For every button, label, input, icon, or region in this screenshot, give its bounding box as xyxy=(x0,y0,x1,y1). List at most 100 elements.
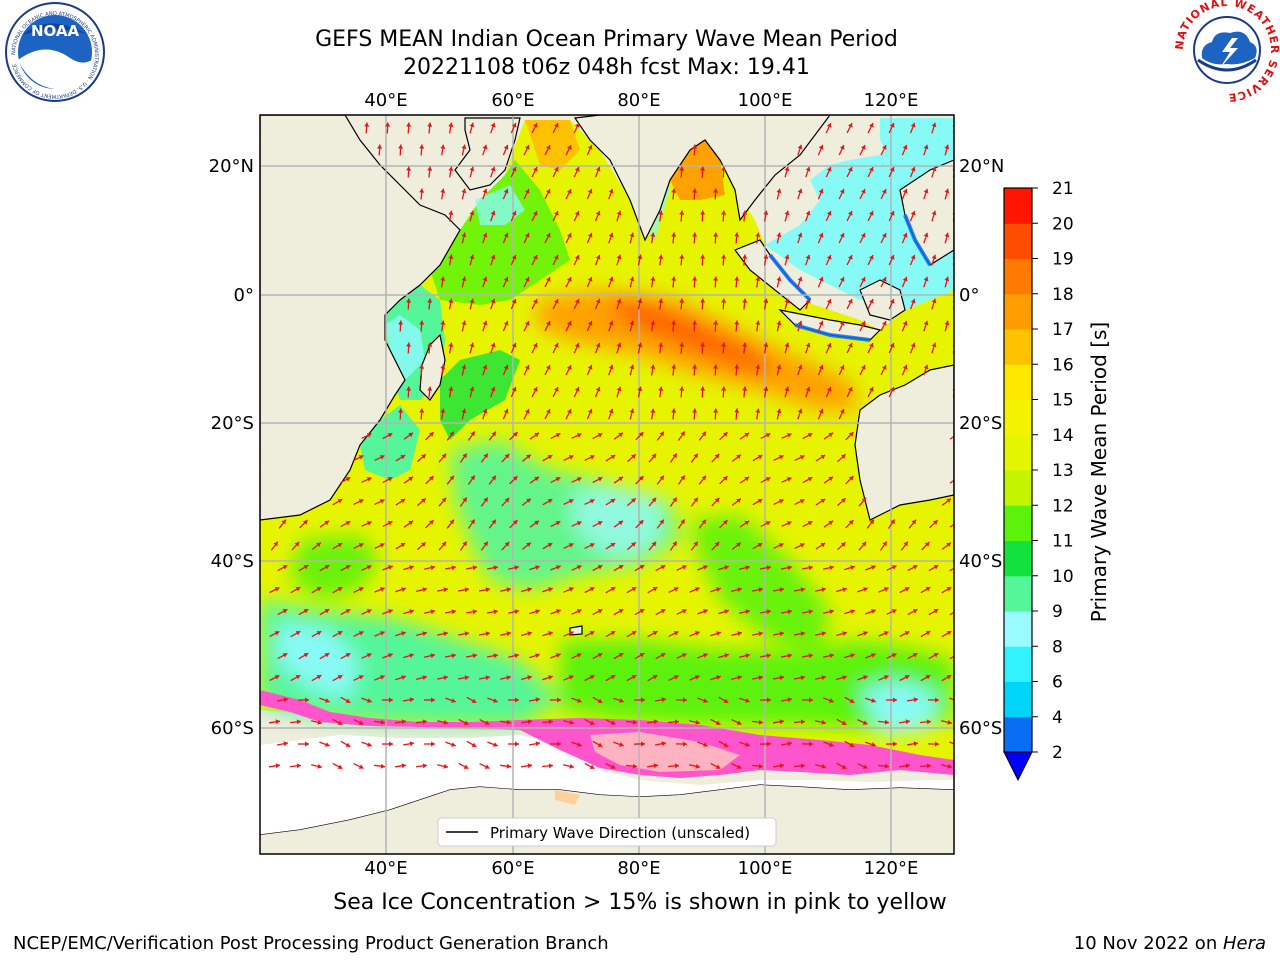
wave-arrow xyxy=(648,453,657,463)
wave-arrow xyxy=(760,520,771,528)
wave-arrow xyxy=(752,631,764,637)
wave-arrow xyxy=(382,565,393,571)
wave-arrow xyxy=(721,342,727,354)
wave-arrow xyxy=(573,298,580,310)
wave-arrow xyxy=(528,697,541,703)
wave-arrow xyxy=(802,432,813,440)
lon-bottom-80: 80°E xyxy=(617,858,660,879)
colorbar-tick-label: 8 xyxy=(1052,637,1063,657)
wave-arrow xyxy=(571,697,582,703)
wave-arrow xyxy=(781,521,792,527)
wave-arrow xyxy=(713,364,719,376)
wave-arrow xyxy=(382,609,393,615)
wave-arrow xyxy=(361,609,372,615)
wave-arrow xyxy=(461,232,467,244)
wave-arrow xyxy=(571,477,582,483)
wave-arrow xyxy=(626,763,638,769)
wave-arrow xyxy=(529,432,540,440)
wave-arrow xyxy=(482,276,488,288)
wave-arrow xyxy=(949,523,954,528)
wave-arrow xyxy=(586,144,593,156)
wave-arrow xyxy=(838,144,845,156)
wave-arrow xyxy=(482,188,488,200)
wave-arrow xyxy=(490,166,496,178)
wave-arrow xyxy=(374,675,385,681)
wave-arrow xyxy=(909,254,916,266)
wave-arrow xyxy=(907,608,918,616)
wave-arrow xyxy=(626,630,637,638)
wave-arrow xyxy=(888,122,895,134)
wave-arrow xyxy=(466,696,477,704)
wave-arrow xyxy=(427,342,433,354)
wave-arrow xyxy=(490,254,496,266)
wave-arrow xyxy=(669,541,678,551)
wave-arrow xyxy=(626,541,637,551)
wave-arrow xyxy=(552,298,559,310)
wave-arrow xyxy=(689,675,700,681)
lon-bottom-120: 120°E xyxy=(864,858,919,879)
wave-arrow xyxy=(594,386,601,398)
graticule xyxy=(260,115,954,854)
wave-arrow xyxy=(635,519,644,529)
wave-arrow xyxy=(531,342,538,354)
wave-arrow xyxy=(759,741,772,747)
wave-arrow xyxy=(332,630,343,638)
wave-arrow xyxy=(742,386,748,398)
wave-arrow xyxy=(319,564,330,572)
wave-arrow xyxy=(425,519,434,529)
wave-arrow xyxy=(941,674,952,682)
wave-arrow xyxy=(438,497,447,507)
wave-arrow xyxy=(920,586,931,594)
wave-arrow xyxy=(311,541,322,551)
colorbar-swatch xyxy=(1004,258,1032,295)
wave-arrow xyxy=(865,697,877,703)
wave-arrow xyxy=(844,653,855,659)
wave-arrow xyxy=(613,608,624,616)
wave-arrow xyxy=(880,276,887,288)
wave-arrow xyxy=(448,386,454,398)
wave-arrow xyxy=(776,364,782,376)
wave-arrow xyxy=(424,653,436,659)
wave-arrow xyxy=(629,232,635,244)
wave-arrow xyxy=(592,740,603,748)
wave-arrow xyxy=(697,653,708,659)
wave-arrow xyxy=(523,276,530,288)
wave-arrow xyxy=(508,697,519,703)
wave-arrow xyxy=(311,630,322,638)
wave-arrow xyxy=(658,254,664,266)
wave-arrow xyxy=(923,320,929,332)
wave-arrow xyxy=(424,565,436,571)
wave-arrow xyxy=(923,276,929,288)
wave-arrow xyxy=(898,719,911,725)
wave-arrow xyxy=(594,298,601,310)
wave-arrow xyxy=(448,298,454,310)
wave-arrow xyxy=(465,609,478,615)
wave-arrow xyxy=(718,696,729,704)
wave-arrow xyxy=(626,453,637,463)
wave-arrow xyxy=(552,386,559,398)
axis-labels: 40°E 60°E 80°E 100°E 120°E 40°E 60°E 80°… xyxy=(209,90,1005,879)
wave-arrow xyxy=(550,520,561,528)
wave-arrow xyxy=(340,608,351,616)
wave-arrow xyxy=(878,719,890,725)
wave-arrow xyxy=(440,188,446,200)
wave-arrow xyxy=(931,254,937,266)
wave-arrow xyxy=(531,254,538,266)
wave-arrow xyxy=(866,519,875,529)
wave-arrow xyxy=(374,543,385,549)
wave-arrow xyxy=(440,320,446,332)
wave-arrow xyxy=(629,276,635,288)
wave-arrow xyxy=(920,674,931,682)
wave-arrow xyxy=(846,386,853,398)
wave-arrow xyxy=(486,565,499,571)
wave-arrow xyxy=(478,631,491,637)
run-date: 10 Nov 2022 on Hera xyxy=(1074,933,1266,955)
wave-arrow xyxy=(403,476,414,484)
wave-arrow xyxy=(353,675,364,681)
wave-arrow xyxy=(629,408,635,420)
wave-arrow xyxy=(920,763,932,769)
wave-arrow xyxy=(689,719,701,725)
wave-arrow xyxy=(353,763,364,769)
wave-arrow xyxy=(944,188,950,200)
wave-arrow xyxy=(692,276,698,288)
